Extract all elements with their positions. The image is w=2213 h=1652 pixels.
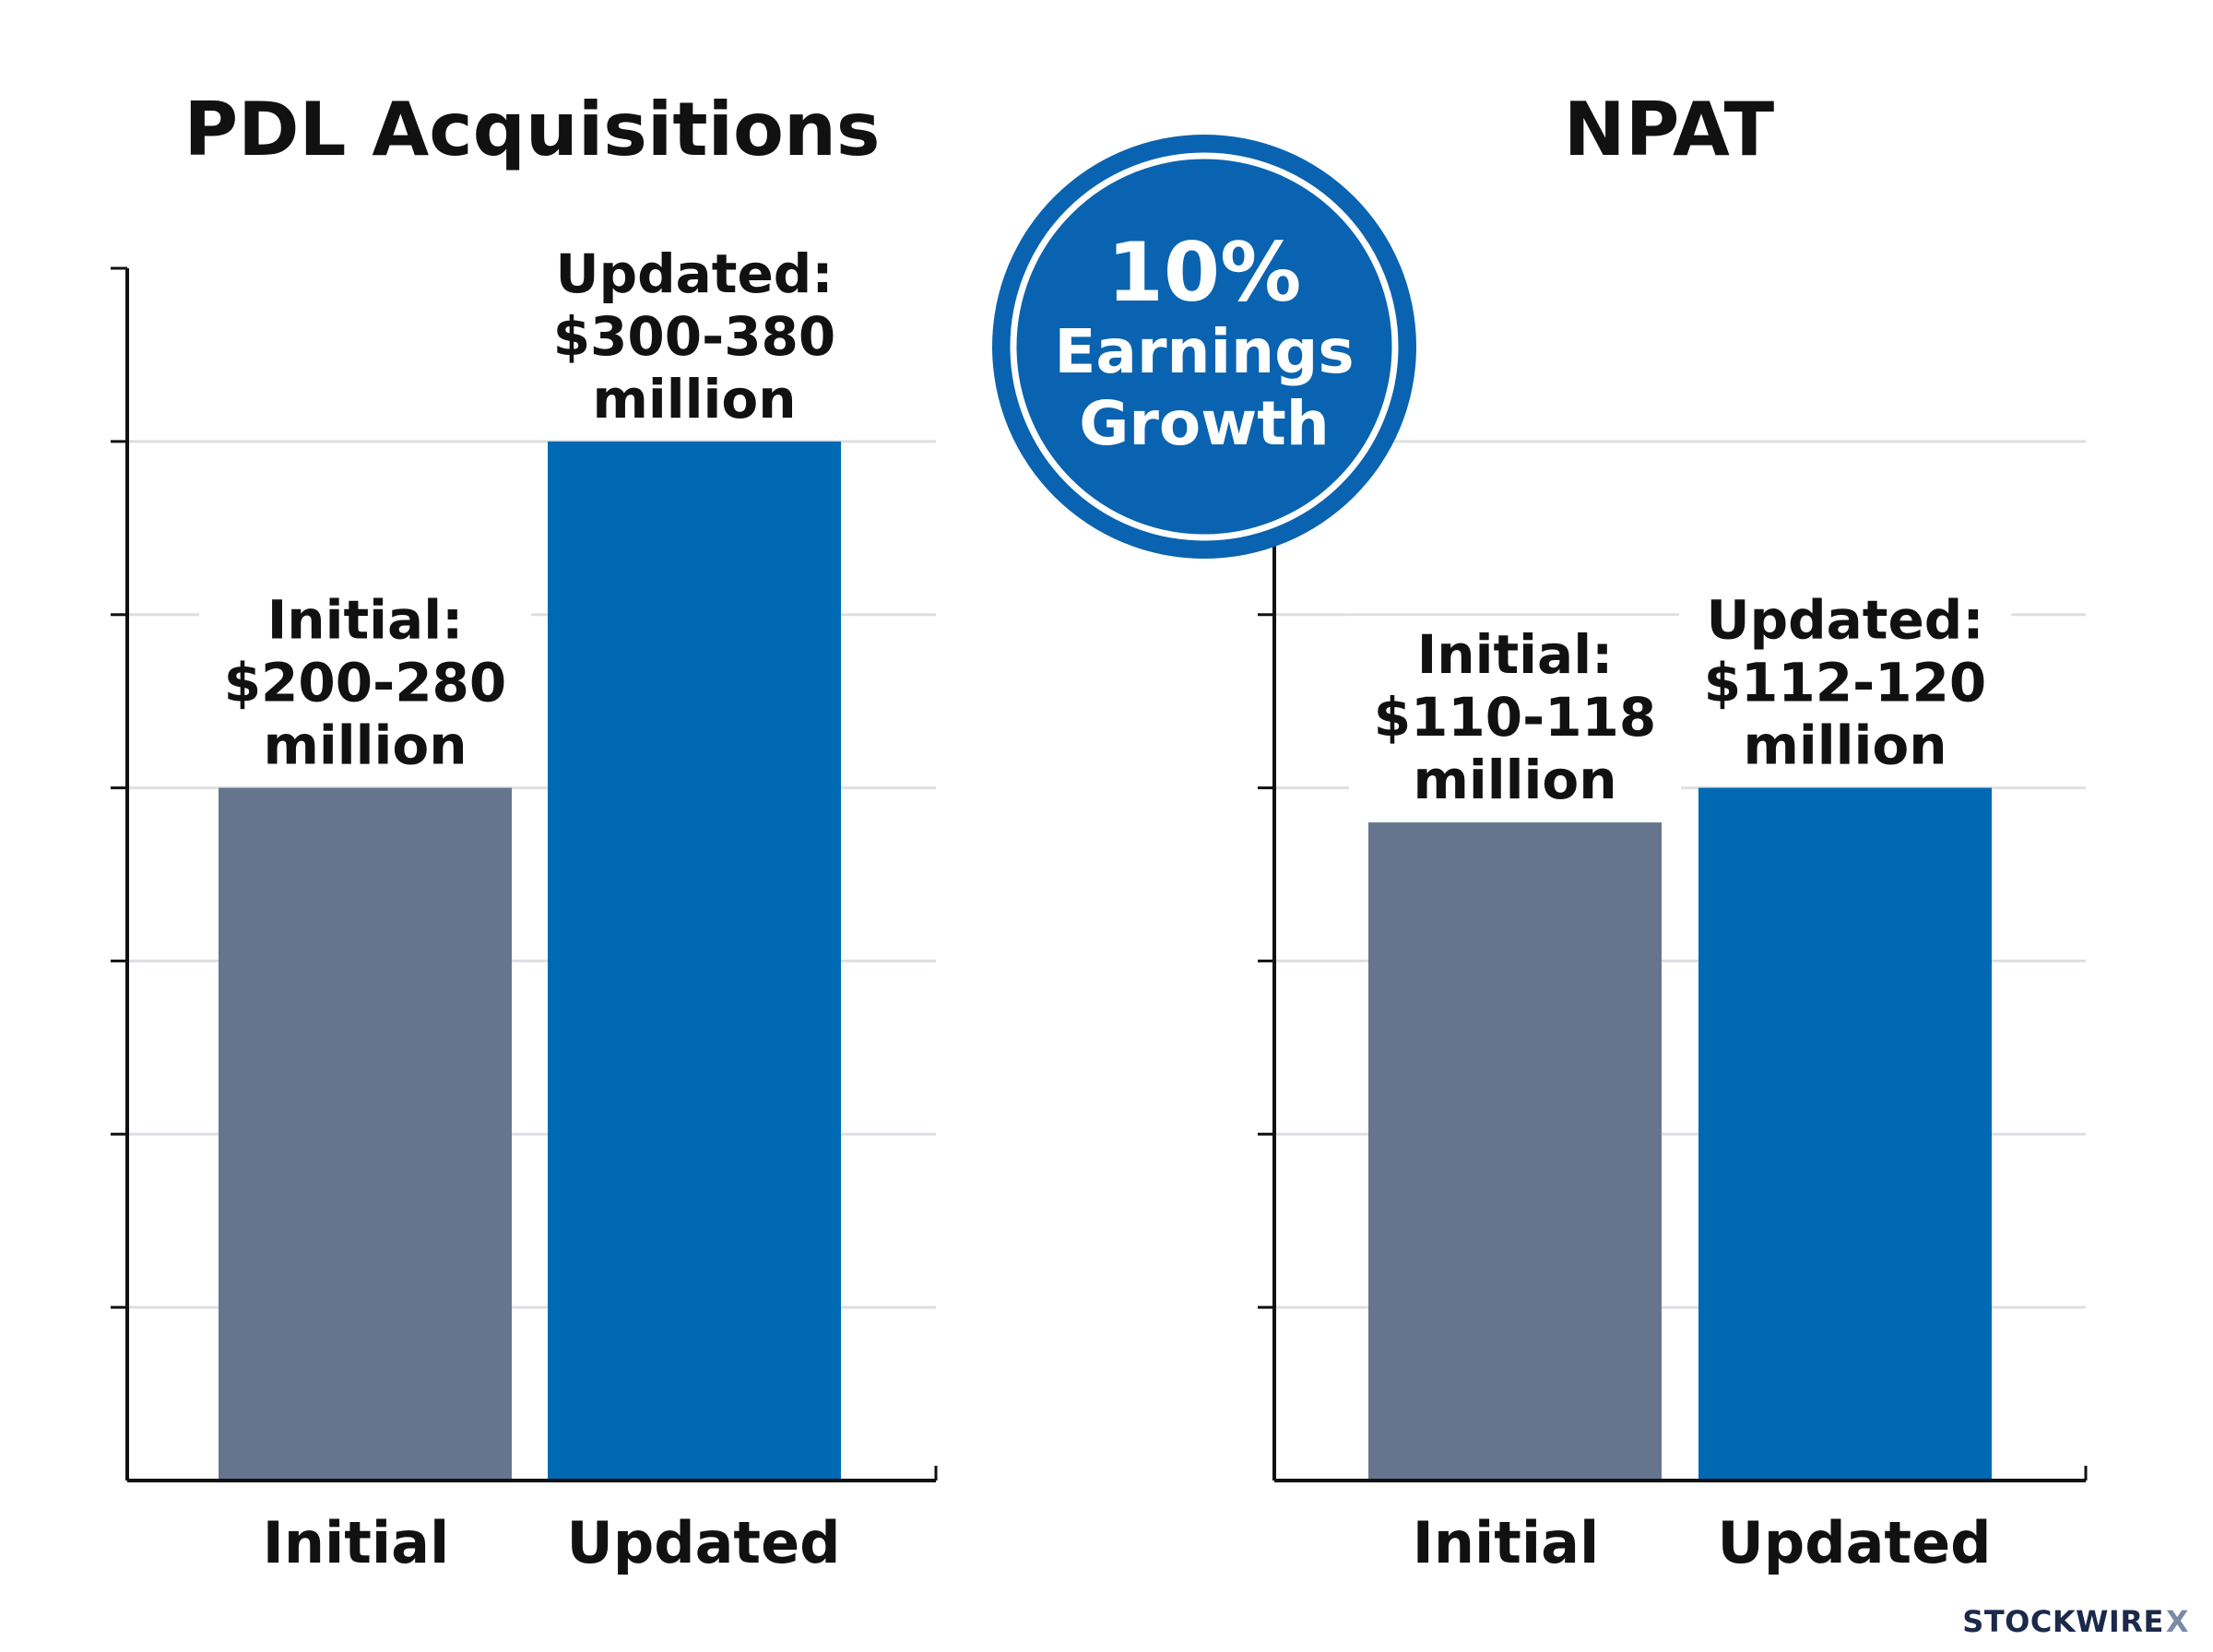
x-tick-label: Initial — [1413, 1509, 1599, 1576]
badge-outer-circle — [992, 135, 1416, 559]
data-label-line: Initial: — [1417, 623, 1614, 686]
badge-line-growth: Growth — [1079, 388, 1330, 459]
data-label-line: $110-118 — [1374, 686, 1657, 749]
data-label-line: $300-380 — [553, 305, 836, 368]
data-label-line: million — [1413, 749, 1616, 811]
bar-updated — [548, 441, 841, 1481]
bar-initial — [219, 787, 512, 1481]
data-label-line: million — [263, 714, 467, 777]
data-label-backing — [528, 234, 860, 440]
earnings-growth-badge: 10% Earnings Growth — [992, 135, 1416, 559]
bar-initial — [1368, 822, 1662, 1481]
chart-pdl-acquisitions: PDL AcquisitionsInitial:$200-280millionI… — [111, 87, 938, 1576]
data-label-line: million — [592, 368, 796, 431]
data-label-backing — [199, 581, 531, 786]
badge-inner-ring — [1010, 152, 1399, 541]
brand-mark: X — [2165, 1604, 2189, 1639]
x-tick-label: Updated — [1717, 1509, 1991, 1576]
chart-npat: NPATInitial:$110-118millionInitialUpdate… — [1258, 87, 2088, 1576]
brand-logo: STOCKWIREX — [1962, 1604, 2189, 1639]
brand-name: STOCKWIRE — [1962, 1604, 2164, 1639]
badge-line-earnings: Earnings — [1054, 316, 1354, 387]
chart-title: PDL Acquisitions — [183, 87, 880, 172]
x-tick-label: Initial — [263, 1509, 449, 1576]
bar-updated — [1698, 787, 1992, 1481]
data-label-backing — [1679, 581, 2011, 786]
x-tick-label: Updated — [566, 1509, 840, 1576]
data-label-line: $200-280 — [224, 652, 507, 714]
data-label-line: million — [1743, 714, 1947, 777]
data-label-line: Updated: — [1706, 589, 1983, 652]
badge-percent: 10% — [1107, 225, 1302, 320]
data-label-backing — [1349, 616, 1681, 821]
data-label-line: $112-120 — [1704, 652, 1987, 714]
chart-title: NPAT — [1564, 87, 1775, 172]
data-label-line: Updated: — [555, 242, 833, 305]
data-label-line: Initial: — [267, 589, 464, 652]
